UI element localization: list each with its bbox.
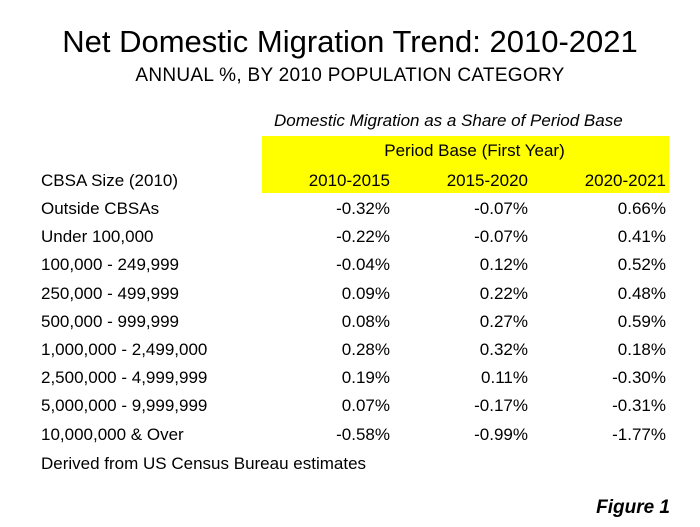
- table-cell: -0.07%: [474, 199, 528, 218]
- table-row: Under 100,000 -0.22% -0.07% 0.41%: [0, 226, 700, 254]
- table-cell: 0.28%: [341, 340, 390, 359]
- row-label: 10,000,000 & Over: [41, 424, 184, 444]
- row-label: 100,000 - 249,999: [41, 255, 180, 275]
- table-cell: 0.07%: [341, 396, 390, 416]
- table-cell: 0.22%: [479, 283, 528, 303]
- column-header-2015-2020: 2015-2020: [446, 171, 528, 190]
- table-row: 100,000 - 249,999 -0.04% 0.12% 0.52%: [0, 254, 700, 282]
- chart-subtitle: ANNUAL %, BY 2010 POPULATION CATEGORY: [135, 65, 565, 86]
- table-cell: -0.04%: [336, 255, 390, 275]
- row-label: 5,000,000 - 9,999,999: [41, 396, 208, 416]
- table-cell: -0.22%: [336, 227, 390, 247]
- table-cell: 0.08%: [341, 311, 390, 331]
- table-cell: -0.99%: [474, 424, 528, 444]
- figure-label: Figure 1: [596, 497, 670, 518]
- table-note: Domestic Migration as a Share of Period …: [274, 111, 623, 130]
- row-label: 1,000,000 - 2,499,000: [41, 340, 208, 359]
- table-cell: 0.12%: [479, 255, 528, 275]
- highlight-band: [262, 136, 669, 193]
- table-cell: -0.31%: [612, 396, 666, 416]
- table-cell: -0.07%: [474, 227, 528, 247]
- table-cell: 0.11%: [481, 368, 528, 388]
- chart-title: Net Domestic Migration Trend: 2010-2021: [62, 24, 638, 59]
- row-label: Under 100,000: [41, 227, 154, 247]
- table-row: 250,000 - 499,999 0.09% 0.22% 0.48%: [0, 283, 700, 311]
- table-row: 2,500,000 - 4,999,999 0.19% 0.11% -0.30%: [0, 367, 700, 395]
- row-label: 2,500,000 - 4,999,999: [41, 368, 208, 388]
- table-cell: -0.58%: [336, 424, 390, 444]
- table-cell: 0.32%: [479, 340, 528, 359]
- table-cell: 0.09%: [341, 283, 390, 303]
- source-note: Derived from US Census Bureau estimates: [41, 454, 367, 473]
- table-row: 500,000 - 999,999 0.08% 0.27% 0.59%: [0, 311, 700, 339]
- row-header-label: CBSA Size (2010): [41, 171, 179, 190]
- table-cell: 0.41%: [617, 227, 666, 247]
- band-title: Period Base (First Year): [384, 141, 565, 160]
- table-cell: 0.18%: [617, 340, 666, 359]
- table-row: 5,000,000 - 9,999,999 0.07% -0.17% -0.31%: [0, 395, 700, 423]
- table-cell: -1.77%: [612, 424, 666, 444]
- row-label: Outside CBSAs: [41, 199, 160, 218]
- table-cell: -0.30%: [612, 368, 666, 388]
- table-row: 10,000,000 & Over -0.58% -0.99% -1.77%: [0, 424, 700, 452]
- table-cell: 0.66%: [617, 199, 666, 218]
- table-cell: 0.52%: [617, 255, 666, 275]
- table-cell: -0.17%: [474, 396, 528, 416]
- row-label: 250,000 - 499,999: [41, 283, 180, 303]
- table-cell: 0.19%: [341, 368, 390, 388]
- table-cell: 0.48%: [617, 283, 666, 303]
- row-label: 500,000 - 999,999: [41, 311, 180, 331]
- column-header-2010-2015: 2010-2015: [308, 171, 390, 190]
- table-row: Outside CBSAs -0.32% -0.07% 0.66%: [0, 198, 700, 226]
- table-cell: 0.27%: [479, 311, 528, 331]
- column-header-2020-2021: 2020-2021: [584, 171, 666, 190]
- table-cell: 0.59%: [617, 311, 666, 331]
- table-row: 1,000,000 - 2,499,000 0.28% 0.32% 0.18%: [0, 339, 700, 367]
- table-cell: -0.32%: [336, 199, 390, 218]
